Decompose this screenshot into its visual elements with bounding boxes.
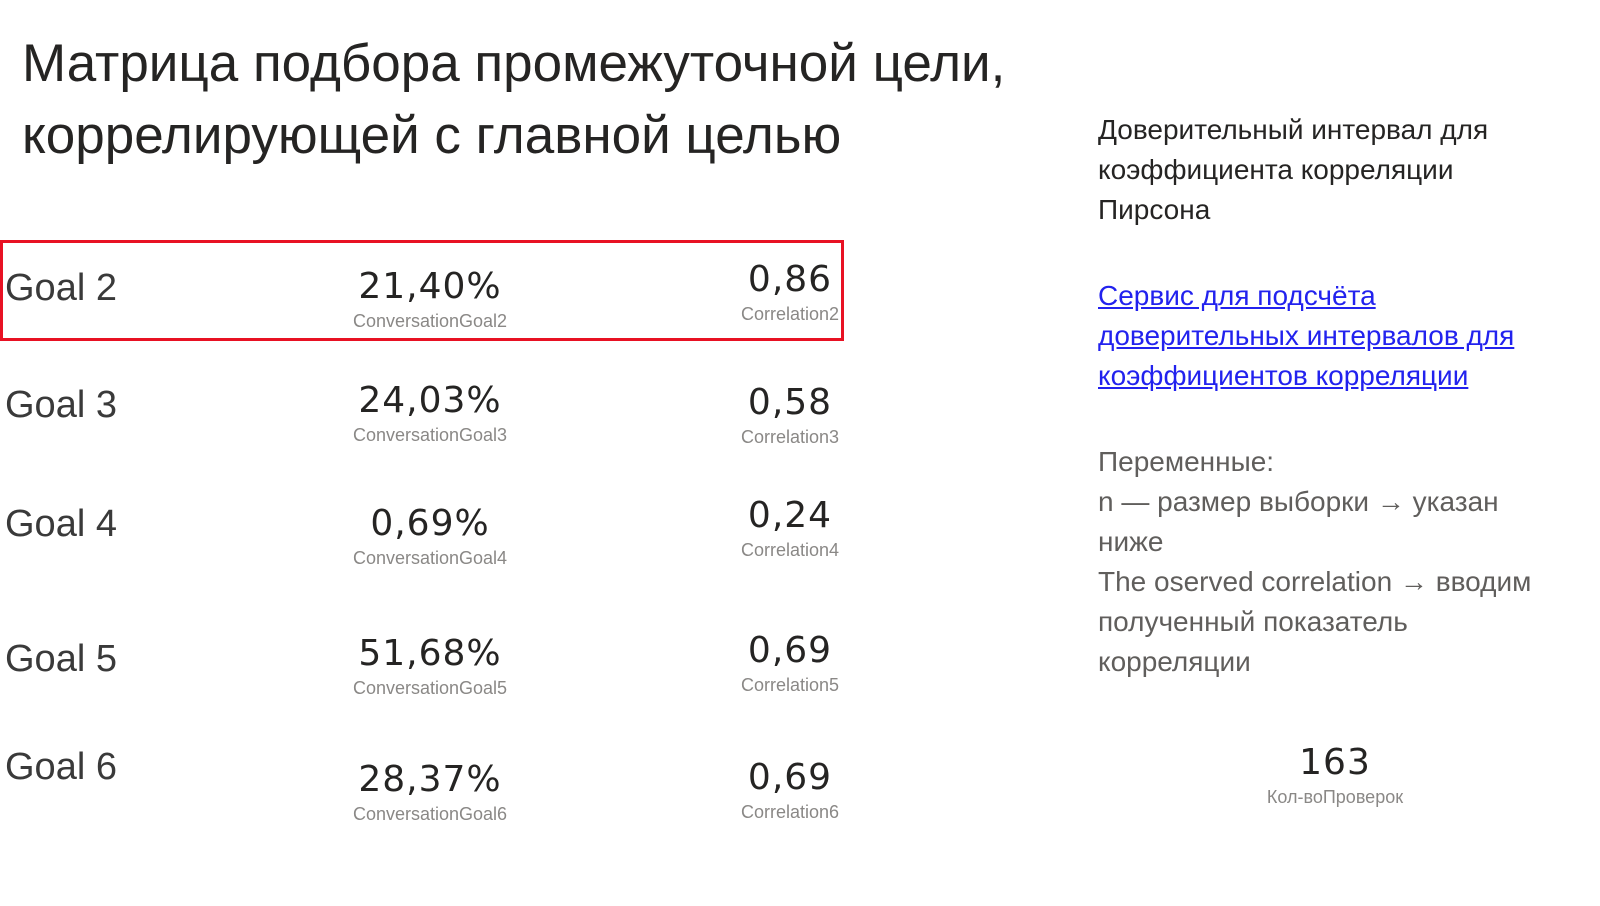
- conversion-value: 28,37%: [358, 759, 502, 800]
- correlation-card-goal-3[interactable]: 0,58 Correlation3: [690, 382, 890, 448]
- correlation-card-goal-2[interactable]: 0,86 Correlation2: [690, 259, 890, 325]
- variables-line: корреляции: [1098, 646, 1251, 677]
- variables-description: Переменные: n — размер выборки → указан …: [1098, 442, 1568, 682]
- correlation-card-goal-4[interactable]: 0,24 Correlation4: [690, 495, 890, 561]
- correlation-caption: Correlation5: [740, 675, 840, 695]
- heading-line: коэффициента корреляции: [1098, 154, 1454, 185]
- heading-line: Пирсона: [1098, 194, 1211, 225]
- heading-line: Доверительный интервал для: [1098, 114, 1489, 145]
- page-title: Матрица подбора промежуточной цели, корр…: [22, 28, 1062, 172]
- variables-line: n — размер выборки → указан: [1098, 486, 1499, 517]
- variables-line: Переменные:: [1098, 446, 1275, 477]
- conversion-card-goal-3[interactable]: 24,03% ConversationGoal3: [300, 380, 560, 446]
- goal-label-4: Goal 4: [5, 503, 117, 545]
- goal-label-6: Goal 6: [5, 746, 117, 788]
- conversion-caption: ConversationGoal6: [352, 804, 508, 824]
- variables-line: полученный показатель: [1098, 606, 1408, 637]
- conversion-caption: ConversationGoal3: [352, 425, 508, 445]
- correlation-value: 0,24: [747, 495, 833, 536]
- checks-count-value: 163: [1299, 742, 1371, 783]
- conversion-value: 0,69%: [370, 503, 490, 544]
- confidence-interval-heading: Доверительный интервал для коэффициента …: [1098, 110, 1568, 230]
- variables-line: The oserved correlation → вводим: [1098, 566, 1532, 597]
- correlation-caption: Correlation6: [740, 802, 840, 822]
- correlation-value: 0,58: [747, 382, 833, 423]
- correlation-card-goal-6[interactable]: 0,69 Correlation6: [690, 757, 890, 823]
- conversion-caption: ConversationGoal2: [352, 311, 508, 331]
- goal-label-2: Goal 2: [5, 267, 117, 309]
- link-line: коэффициентов корреляции: [1098, 360, 1469, 391]
- link-line: доверительных интервалов для: [1098, 320, 1515, 351]
- checks-count-caption: Кол-воПроверок: [1266, 787, 1404, 807]
- conversion-card-goal-5[interactable]: 51,68% ConversationGoal5: [300, 633, 560, 699]
- goal-label-5: Goal 5: [5, 638, 117, 680]
- correlation-caption: Correlation3: [740, 427, 840, 447]
- conversion-caption: ConversationGoal4: [352, 548, 508, 568]
- goal-label-3: Goal 3: [5, 384, 117, 426]
- correlation-caption: Correlation4: [740, 540, 840, 560]
- conversion-card-goal-4[interactable]: 0,69% ConversationGoal4: [300, 503, 560, 569]
- correlation-value: 0,69: [747, 630, 833, 671]
- variables-line: ниже: [1098, 526, 1164, 557]
- page-title-line-2: коррелирующей с главной целью: [22, 106, 842, 165]
- confidence-interval-service-link[interactable]: Сервис для подсчёта доверительных интерв…: [1098, 276, 1568, 396]
- correlation-caption: Correlation2: [740, 304, 840, 324]
- correlation-value: 0,69: [747, 757, 833, 798]
- correlation-value: 0,86: [747, 259, 833, 300]
- conversion-card-goal-6[interactable]: 28,37% ConversationGoal6: [300, 759, 560, 825]
- correlation-card-goal-5[interactable]: 0,69 Correlation5: [690, 630, 890, 696]
- conversion-value: 21,40%: [358, 266, 502, 307]
- checks-count-card[interactable]: 163 Кол-воПроверок: [1230, 742, 1440, 808]
- page-title-line-1: Матрица подбора промежуточной цели,: [22, 34, 1006, 93]
- conversion-caption: ConversationGoal5: [352, 678, 508, 698]
- link-line: Сервис для подсчёта: [1098, 280, 1376, 311]
- conversion-value: 51,68%: [358, 633, 502, 674]
- conversion-value: 24,03%: [358, 380, 502, 421]
- conversion-card-goal-2[interactable]: 21,40% ConversationGoal2: [300, 266, 560, 332]
